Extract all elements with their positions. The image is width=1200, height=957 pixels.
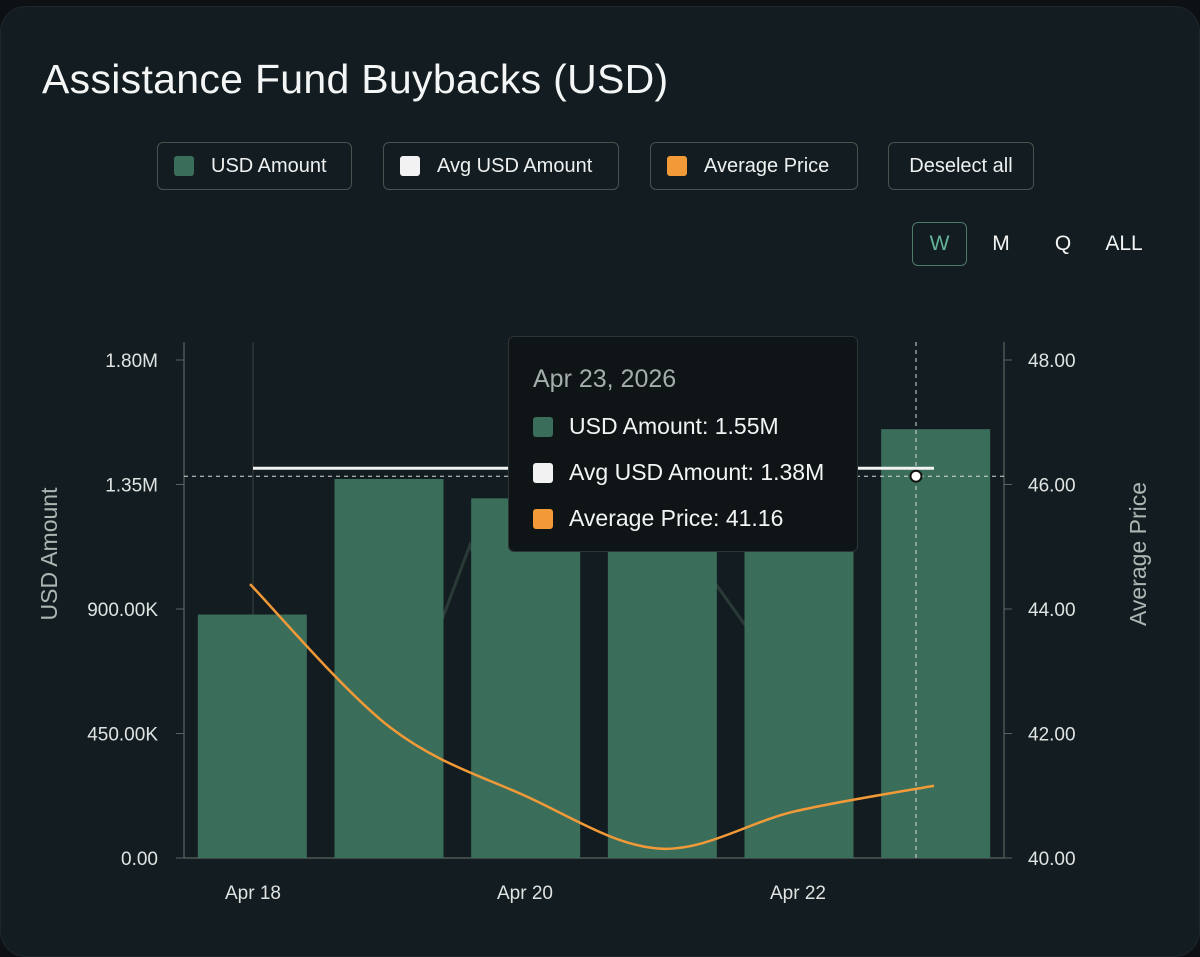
hover-tooltip: Apr 23, 2026 USD Amount: 1.55M Avg USD A… xyxy=(508,336,858,552)
right-tick-label: 48.00 xyxy=(1028,351,1076,372)
left-axis-title: USD Amount xyxy=(36,487,62,621)
tooltip-row-text: Average Price: 41.16 xyxy=(569,505,784,531)
average-price-swatch-icon xyxy=(533,508,553,529)
left-tick-label: 900.00K xyxy=(87,600,158,621)
tooltip-row-text: Avg USD Amount: 1.38M xyxy=(569,459,825,485)
right-axis-title: Average Price xyxy=(1125,482,1151,626)
legend-avg-usd-amount-button[interactable]: Avg USD Amount xyxy=(383,142,619,190)
left-tick-label: 450.00K xyxy=(87,725,158,746)
legend-label: Average Price xyxy=(704,154,830,177)
period-tab-m[interactable]: M xyxy=(992,232,1010,255)
usd-amount-swatch-icon xyxy=(533,416,553,437)
line-average-price xyxy=(249,583,935,850)
bar-usd-amount xyxy=(607,548,717,858)
period-tab-w[interactable]: W xyxy=(912,222,967,266)
period-tab-q[interactable]: Q xyxy=(1054,232,1072,255)
left-tick-label: 1.80M xyxy=(105,351,158,372)
x-tick-label: Apr 22 xyxy=(770,883,826,904)
bar-usd-amount xyxy=(334,478,444,858)
bar-usd-amount xyxy=(744,501,854,858)
x-tick-label: Apr 20 xyxy=(497,883,553,904)
avg-usd-amount-swatch-icon xyxy=(400,156,420,176)
tooltip-row-average-price: Average Price: 41.16 xyxy=(533,505,783,532)
tooltip-row-text: USD Amount: 1.55M xyxy=(569,413,779,439)
deselect-all-button[interactable]: Deselect all xyxy=(888,142,1034,190)
usd-amount-swatch-icon xyxy=(174,156,194,176)
deselect-all-label: Deselect all xyxy=(909,154,1013,177)
bar-usd-amount xyxy=(881,429,991,858)
legend-label: Avg USD Amount xyxy=(437,154,593,177)
right-tick-label: 42.00 xyxy=(1028,725,1076,746)
tooltip-date: Apr 23, 2026 xyxy=(533,365,677,393)
tooltip-row-avg-usd-amount: Avg USD Amount: 1.38M xyxy=(533,459,824,486)
average-price-swatch-icon xyxy=(667,156,687,176)
left-tick-label: 1.35M xyxy=(105,476,158,497)
tooltip-row-usd-amount: USD Amount: 1.55M xyxy=(533,413,779,440)
legend-usd-amount-button[interactable]: USD Amount xyxy=(157,142,352,190)
left-tick-label: 0.00 xyxy=(121,849,158,870)
legend-label: USD Amount xyxy=(211,154,327,177)
right-tick-label: 46.00 xyxy=(1028,476,1076,497)
chart-title: Assistance Fund Buybacks (USD) xyxy=(42,56,669,102)
bar-usd-amount xyxy=(197,614,307,858)
right-tick-label: 40.00 xyxy=(1028,849,1076,870)
period-tab-all[interactable]: ALL xyxy=(1105,232,1143,255)
legend-average-price-button[interactable]: Average Price xyxy=(650,142,858,190)
bar-usd-amount xyxy=(471,498,581,858)
x-tick-label: Apr 18 xyxy=(225,883,281,904)
hover-point xyxy=(909,469,923,483)
avg-usd-amount-swatch-icon xyxy=(533,462,553,483)
right-tick-label: 44.00 xyxy=(1028,600,1076,621)
